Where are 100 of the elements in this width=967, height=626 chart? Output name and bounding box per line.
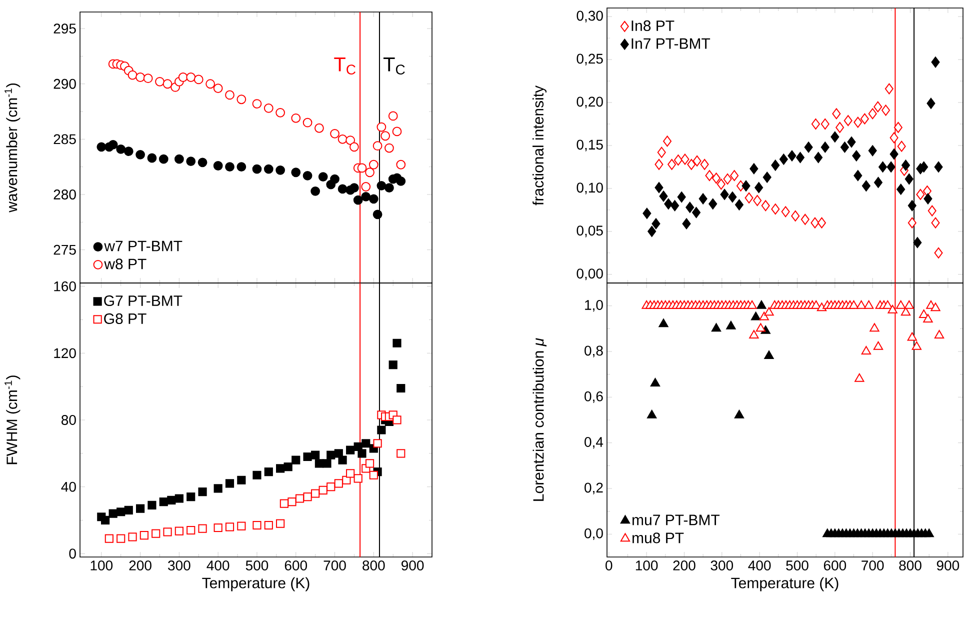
- point: [698, 193, 708, 204]
- point: [350, 142, 359, 152]
- point: [186, 156, 196, 166]
- point: [147, 153, 157, 163]
- x-tick-label: 300: [710, 560, 734, 570]
- x-tick-label: 800: [899, 560, 922, 570]
- point: [700, 158, 709, 170]
- y-tick-label: 0: [69, 548, 76, 559]
- point: [692, 155, 702, 166]
- point: [659, 190, 668, 202]
- point: [810, 217, 820, 228]
- point: [852, 150, 861, 162]
- point: [820, 118, 830, 130]
- point: [143, 74, 153, 84]
- x-tick-label: 100: [90, 560, 113, 570]
- point: [742, 180, 750, 192]
- point: [295, 494, 304, 503]
- point: [924, 528, 934, 538]
- point: [198, 158, 208, 168]
- y-tick-label: 0,25: [576, 54, 603, 66]
- point: [96, 142, 106, 152]
- point: [361, 192, 371, 202]
- point: [264, 520, 273, 530]
- point: [705, 170, 714, 182]
- point: [373, 439, 382, 448]
- point: [358, 449, 366, 458]
- legend-label: G8 PT: [104, 313, 146, 324]
- point: [148, 500, 156, 510]
- point: [657, 146, 666, 158]
- point: [642, 208, 652, 219]
- point: [796, 152, 805, 164]
- point: [924, 193, 932, 204]
- point: [291, 168, 301, 178]
- point: [361, 182, 371, 192]
- point: [764, 350, 774, 360]
- y-tick-label: 80: [62, 415, 76, 425]
- point: [194, 74, 204, 84]
- point: [264, 104, 274, 113]
- point: [670, 200, 680, 212]
- point: [155, 76, 164, 86]
- point: [252, 520, 262, 530]
- y-tick-label: 0,15: [576, 140, 603, 152]
- point: [225, 522, 234, 532]
- point: [791, 210, 800, 222]
- x-tick-label: 600: [824, 560, 846, 570]
- point: [868, 145, 877, 156]
- point: [388, 360, 398, 370]
- point: [116, 508, 126, 516]
- point: [890, 148, 898, 160]
- point: [908, 217, 916, 228]
- point: [716, 178, 726, 190]
- y-tick-label: 1,0: [585, 300, 603, 312]
- point: [303, 452, 312, 462]
- point: [890, 132, 898, 144]
- point: [711, 323, 722, 332]
- point: [687, 158, 696, 170]
- legend-label: In8 PT: [632, 20, 674, 32]
- point: [384, 183, 394, 193]
- point: [674, 154, 682, 166]
- point: [928, 205, 936, 216]
- point: [136, 72, 145, 82]
- point: [916, 188, 925, 200]
- point: [128, 70, 138, 80]
- point: [136, 504, 145, 513]
- point: [292, 456, 300, 464]
- point: [214, 484, 222, 493]
- point: [668, 158, 676, 170]
- x-tick-label: 300: [168, 560, 190, 570]
- point: [108, 140, 118, 150]
- point: [213, 161, 223, 170]
- point: [377, 426, 386, 434]
- point: [392, 338, 402, 348]
- x-axis-title: Temperature (K): [731, 577, 838, 592]
- x-tick-label: 500: [786, 560, 808, 570]
- point: [934, 247, 943, 258]
- point: [734, 199, 744, 210]
- y-tick-label: 0,4: [584, 437, 604, 449]
- y-tick-label: 0,8: [584, 346, 603, 358]
- y-tick-label: 280: [54, 190, 76, 200]
- point: [897, 140, 906, 152]
- point: [392, 416, 402, 424]
- point: [754, 182, 764, 194]
- y-tick-label: 0,20: [576, 96, 603, 108]
- point: [174, 154, 184, 164]
- point: [140, 530, 148, 540]
- point: [934, 161, 943, 172]
- point: [712, 172, 720, 184]
- point: [152, 529, 160, 538]
- point: [692, 207, 701, 218]
- y-axis-title: Lorentzian contribution μ: [532, 338, 546, 501]
- point: [163, 528, 172, 536]
- point: [384, 143, 394, 153]
- y-tick-label: 295: [54, 24, 76, 34]
- legend-label: G7 PT-BMT: [104, 295, 182, 306]
- point: [310, 186, 320, 196]
- point: [236, 94, 246, 104]
- y-tick-label: 0,10: [576, 182, 603, 194]
- point: [314, 123, 324, 133]
- legend-label: In7 PT-BMT: [632, 38, 710, 49]
- point: [276, 108, 286, 118]
